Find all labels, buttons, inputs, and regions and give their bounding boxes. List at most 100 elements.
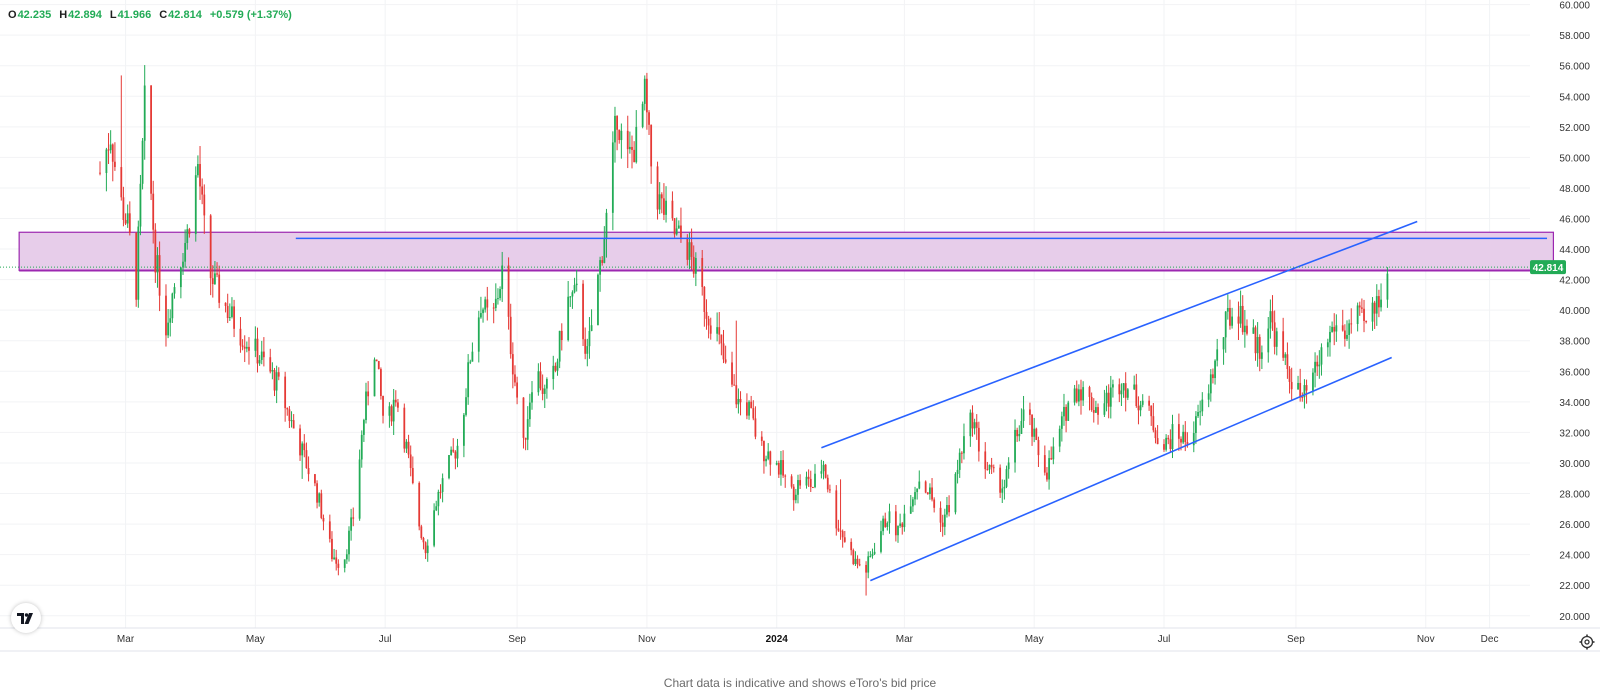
candle-body	[186, 229, 189, 244]
candle-body	[680, 225, 682, 238]
candle-body	[1124, 383, 1127, 398]
candle-body	[1109, 387, 1112, 407]
candle-body	[141, 140, 144, 184]
candle-body	[635, 126, 638, 163]
candle-body	[390, 406, 393, 422]
candle-body	[462, 414, 465, 446]
candle-body	[1329, 331, 1331, 343]
candle-body	[1133, 384, 1136, 390]
candle-body	[1256, 336, 1259, 354]
candle-body	[403, 407, 406, 449]
candle-body	[941, 522, 944, 527]
candle-body	[1031, 414, 1033, 437]
candle-body	[850, 541, 853, 551]
candle-body	[273, 370, 276, 391]
candle-body	[805, 476, 808, 486]
candle-body	[1005, 469, 1008, 487]
gear-icon[interactable]	[1579, 634, 1595, 650]
candle-body	[171, 293, 174, 319]
candle-body	[214, 273, 216, 285]
candle-body	[290, 420, 293, 422]
candle-body	[271, 370, 274, 372]
tradingview-logo-icon[interactable]	[11, 603, 41, 633]
high-label: H	[59, 9, 68, 21]
candle-body	[1020, 420, 1023, 434]
candle-body	[433, 510, 436, 546]
candle-body	[1120, 390, 1123, 395]
candle-body	[990, 464, 993, 468]
candle-body	[188, 229, 191, 235]
candle-body	[497, 298, 499, 300]
candle-body	[216, 273, 218, 275]
candle-body	[1016, 429, 1019, 437]
candle-body	[1182, 431, 1185, 443]
candle-body	[1090, 396, 1093, 411]
candle-body	[465, 397, 467, 415]
trend-lines	[0, 220, 1548, 582]
candle-body	[871, 553, 874, 556]
candle-body	[1043, 455, 1046, 473]
candle-body	[1033, 428, 1036, 437]
candle-body	[448, 455, 450, 479]
candle-body	[809, 478, 812, 488]
candle-body	[322, 517, 325, 522]
channel-lower-line	[870, 356, 1392, 582]
candle-body	[286, 408, 289, 410]
x-tick-label: Mar	[896, 634, 914, 645]
candle-body	[437, 491, 440, 507]
candle-body	[1197, 412, 1199, 417]
candle-body	[152, 193, 155, 230]
candle-body	[645, 78, 648, 113]
candle-body	[760, 436, 763, 441]
candle-body	[1195, 416, 1197, 434]
candle-body	[1037, 440, 1040, 456]
candle-body	[454, 451, 457, 459]
candle-body	[616, 115, 619, 130]
candle-body	[1048, 458, 1050, 480]
candle-body	[750, 401, 753, 409]
candle-body	[660, 194, 663, 199]
candle-body	[397, 402, 399, 408]
candle-body	[305, 450, 308, 469]
candle-body	[228, 317, 231, 319]
candle-body	[1080, 389, 1082, 401]
candle-body	[424, 542, 427, 554]
candle-body	[701, 258, 704, 287]
candle-body	[765, 458, 767, 462]
candle-body	[814, 473, 816, 488]
candle-body	[584, 339, 587, 354]
candle-body	[775, 462, 778, 465]
candle-body	[1335, 325, 1338, 332]
candle-body	[656, 166, 659, 210]
candle-body	[799, 480, 802, 486]
candle-body	[739, 398, 742, 403]
candle-body	[1103, 403, 1106, 415]
x-tick-label: Sep	[1287, 634, 1305, 645]
candle-body	[790, 476, 793, 487]
x-tick-label: May	[246, 634, 265, 645]
candle-body	[1214, 360, 1216, 379]
candle-body	[882, 518, 885, 532]
candle-body	[292, 420, 295, 429]
candle-body	[367, 391, 370, 397]
candle-body	[522, 397, 525, 438]
candle-body	[211, 278, 214, 285]
candle-body	[154, 229, 157, 273]
candle-body	[158, 255, 161, 296]
open-value: 42.235	[17, 9, 52, 21]
candle-body	[916, 488, 919, 493]
candle-body	[137, 226, 140, 300]
candle-body	[1316, 361, 1319, 367]
candle-body	[901, 523, 904, 528]
candle-body	[1192, 433, 1195, 446]
candle-body	[560, 330, 563, 341]
candle-body	[854, 558, 857, 565]
candle-body	[380, 369, 382, 397]
candle-body	[963, 436, 965, 454]
candle-body	[650, 124, 653, 167]
candle-body	[394, 399, 397, 403]
candle-body	[1267, 328, 1270, 353]
y-tick-label: 42.000	[1559, 276, 1590, 287]
